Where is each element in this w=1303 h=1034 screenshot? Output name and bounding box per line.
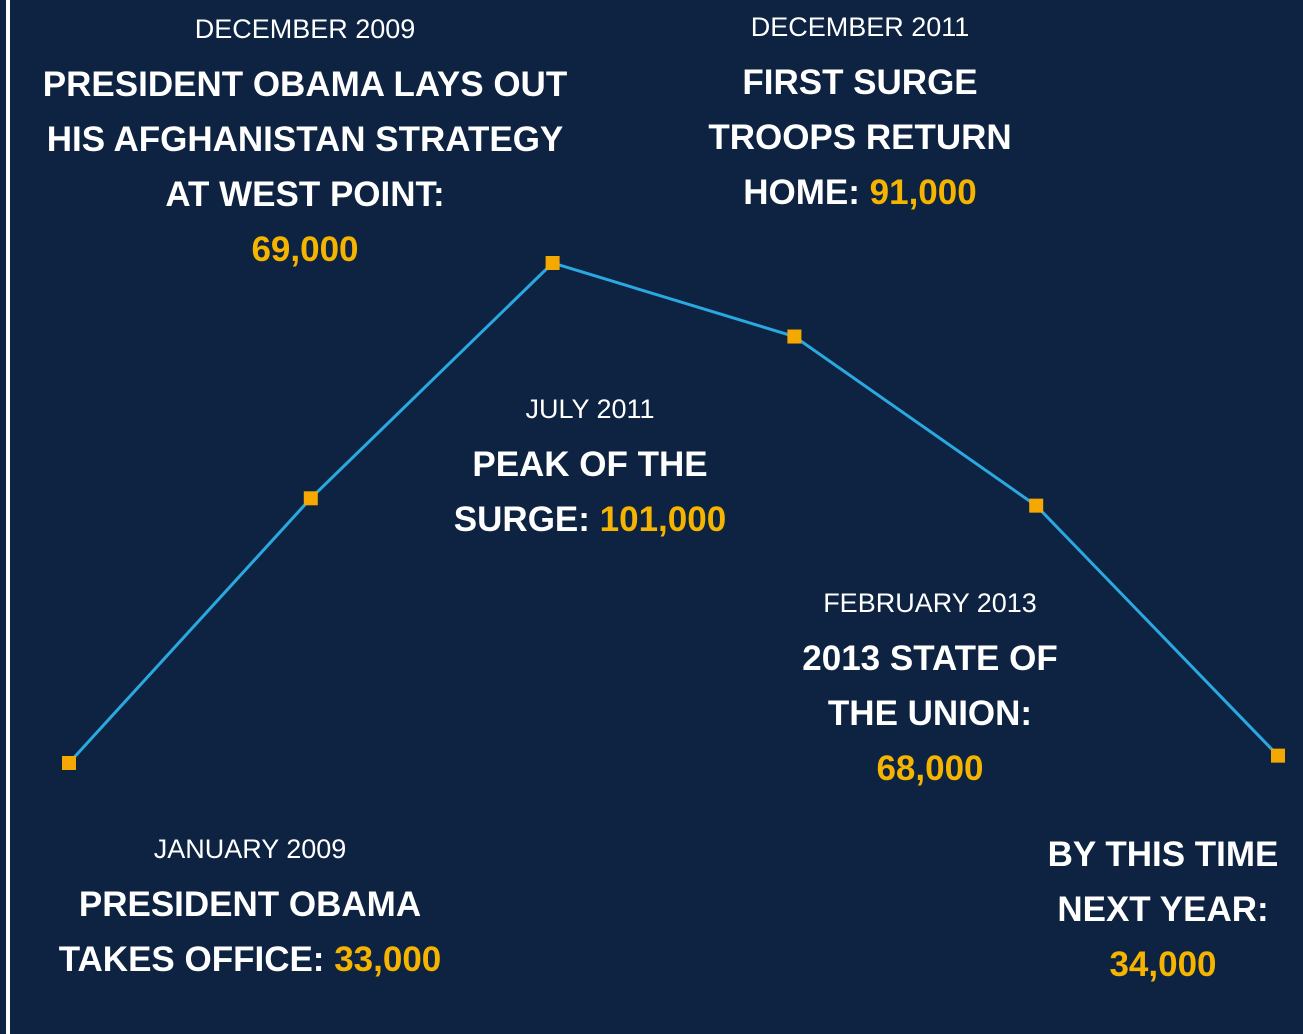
annotation: JANUARY 2009 PRESIDENT OBAMA TAKES OFFICE… — [25, 822, 475, 987]
annotation-date: JANUARY 2009 — [153, 834, 347, 864]
annotation: DECEMBER 2009 PRESIDENT OBAMA LAYS OUT HI… — [25, 2, 585, 277]
troop-line — [67, 261, 1280, 765]
annotation-date: DECEMBER 2009 — [194, 14, 416, 44]
marker — [1029, 498, 1044, 513]
value-label: 69,000 — [251, 230, 359, 269]
annotation-text: FIRST SURGE TROOPS RETURN HOME: — [708, 63, 1012, 212]
annotation-text: PEAK OF THE SURGE: — [453, 445, 708, 539]
annotation: FEBRUARY 2013 2013 STATE OF THE UNION: 68… — [780, 576, 1080, 796]
annotation: DECEMBER 2011 FIRST SURGE TROOPS RETURN H… — [690, 0, 1030, 220]
marker — [545, 256, 560, 270]
annotation-text: 2013 STATE OF THE UNION: — [802, 639, 1058, 733]
marker — [787, 329, 802, 344]
annotation-text: BY THIS TIME NEXT YEAR: — [1047, 835, 1279, 929]
value-label: 33,000 — [334, 940, 442, 979]
value-label: 68,000 — [876, 749, 984, 788]
annotation-date: FEBRUARY 2013 — [823, 588, 1037, 618]
left-border — [6, 0, 10, 1034]
value-label: 91,000 — [869, 173, 977, 212]
marker — [303, 491, 318, 506]
annotation: BY THIS TIME NEXT YEAR: 34,000 — [1018, 827, 1303, 992]
marker — [62, 756, 76, 770]
marker — [1271, 748, 1285, 763]
value-label: 34,000 — [1109, 945, 1217, 984]
value-label: 101,000 — [599, 500, 727, 539]
annotation-text: PRESIDENT OBAMA TAKES OFFICE: — [58, 885, 422, 979]
annotation-date: DECEMBER 2011 — [750, 12, 970, 42]
annotation-text: PRESIDENT OBAMA LAYS OUT HIS AFGHANISTAN… — [42, 65, 568, 214]
annotation-date: JULY 2011 — [525, 394, 655, 424]
annotation: JULY 2011 PEAK OF THE SURGE: 101,000 — [425, 382, 755, 547]
